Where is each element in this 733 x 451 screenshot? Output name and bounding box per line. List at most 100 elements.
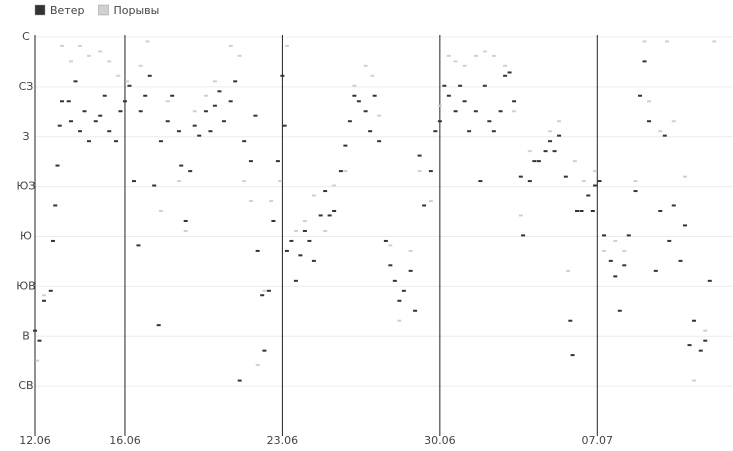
point	[548, 140, 553, 143]
point	[332, 210, 337, 213]
point	[293, 229, 298, 232]
point	[125, 80, 130, 83]
point	[122, 100, 127, 103]
point	[368, 130, 373, 133]
point	[275, 160, 280, 163]
point	[183, 229, 188, 232]
point	[35, 359, 40, 362]
point	[662, 134, 667, 137]
point	[113, 140, 118, 143]
point	[518, 175, 523, 178]
point	[512, 100, 517, 103]
point	[248, 200, 253, 203]
point	[269, 200, 274, 203]
point	[158, 140, 163, 143]
point	[417, 170, 422, 173]
point	[586, 194, 591, 197]
point	[397, 319, 402, 322]
point	[208, 130, 213, 133]
point	[442, 84, 447, 87]
point	[647, 100, 652, 103]
point	[170, 94, 175, 97]
point	[165, 120, 170, 123]
point	[266, 289, 271, 292]
point	[383, 239, 388, 242]
point	[658, 210, 663, 213]
point	[41, 294, 46, 297]
point	[446, 54, 451, 57]
point	[613, 239, 618, 242]
point	[197, 134, 202, 137]
point	[467, 130, 472, 133]
point	[82, 110, 87, 113]
point	[271, 219, 276, 222]
point	[678, 259, 683, 262]
point	[642, 40, 647, 43]
point	[563, 175, 568, 178]
point	[692, 319, 697, 322]
point	[462, 100, 467, 103]
point	[665, 40, 670, 43]
point	[653, 269, 658, 272]
y-tick-label: З	[22, 130, 29, 143]
point	[262, 289, 267, 292]
point	[57, 124, 62, 127]
point	[86, 140, 91, 143]
point	[217, 90, 222, 93]
legend-swatch	[34, 4, 46, 16]
point	[647, 120, 652, 123]
point	[311, 259, 316, 262]
point	[388, 264, 393, 267]
point	[233, 80, 238, 83]
point	[228, 44, 233, 47]
point	[622, 249, 627, 252]
point	[671, 204, 676, 207]
point	[703, 329, 708, 332]
point	[156, 324, 161, 327]
point	[145, 40, 150, 43]
point	[192, 110, 197, 113]
point	[255, 364, 260, 367]
point	[298, 254, 303, 257]
point	[59, 100, 64, 103]
point	[255, 249, 260, 252]
point	[437, 104, 442, 107]
point	[280, 74, 285, 77]
point	[338, 170, 343, 173]
point	[302, 219, 307, 222]
point	[352, 94, 357, 97]
point	[37, 339, 42, 342]
point	[566, 269, 571, 272]
point	[53, 204, 58, 207]
point	[397, 299, 402, 302]
point	[352, 84, 357, 87]
point	[242, 180, 247, 183]
point	[253, 114, 258, 117]
point	[633, 190, 638, 193]
point	[237, 54, 242, 57]
point	[503, 74, 508, 77]
point	[491, 130, 496, 133]
legend-label: Порывы	[113, 4, 159, 17]
point	[192, 124, 197, 127]
y-tick-label: Ю	[20, 230, 32, 243]
y-tick-label: СЗ	[19, 80, 34, 93]
point	[284, 249, 289, 252]
point	[50, 239, 55, 242]
point	[458, 84, 463, 87]
point	[413, 309, 418, 312]
point	[473, 110, 478, 113]
point	[347, 120, 352, 123]
point	[593, 170, 598, 173]
point	[613, 275, 618, 278]
x-tick-label: 07.07	[582, 434, 614, 447]
point	[703, 339, 708, 342]
x-tick-label: 16.06	[109, 434, 141, 447]
point	[41, 299, 46, 302]
point	[138, 64, 143, 67]
point	[93, 120, 98, 123]
point	[683, 224, 688, 227]
point	[248, 160, 253, 163]
point	[77, 44, 82, 47]
point	[622, 264, 627, 267]
